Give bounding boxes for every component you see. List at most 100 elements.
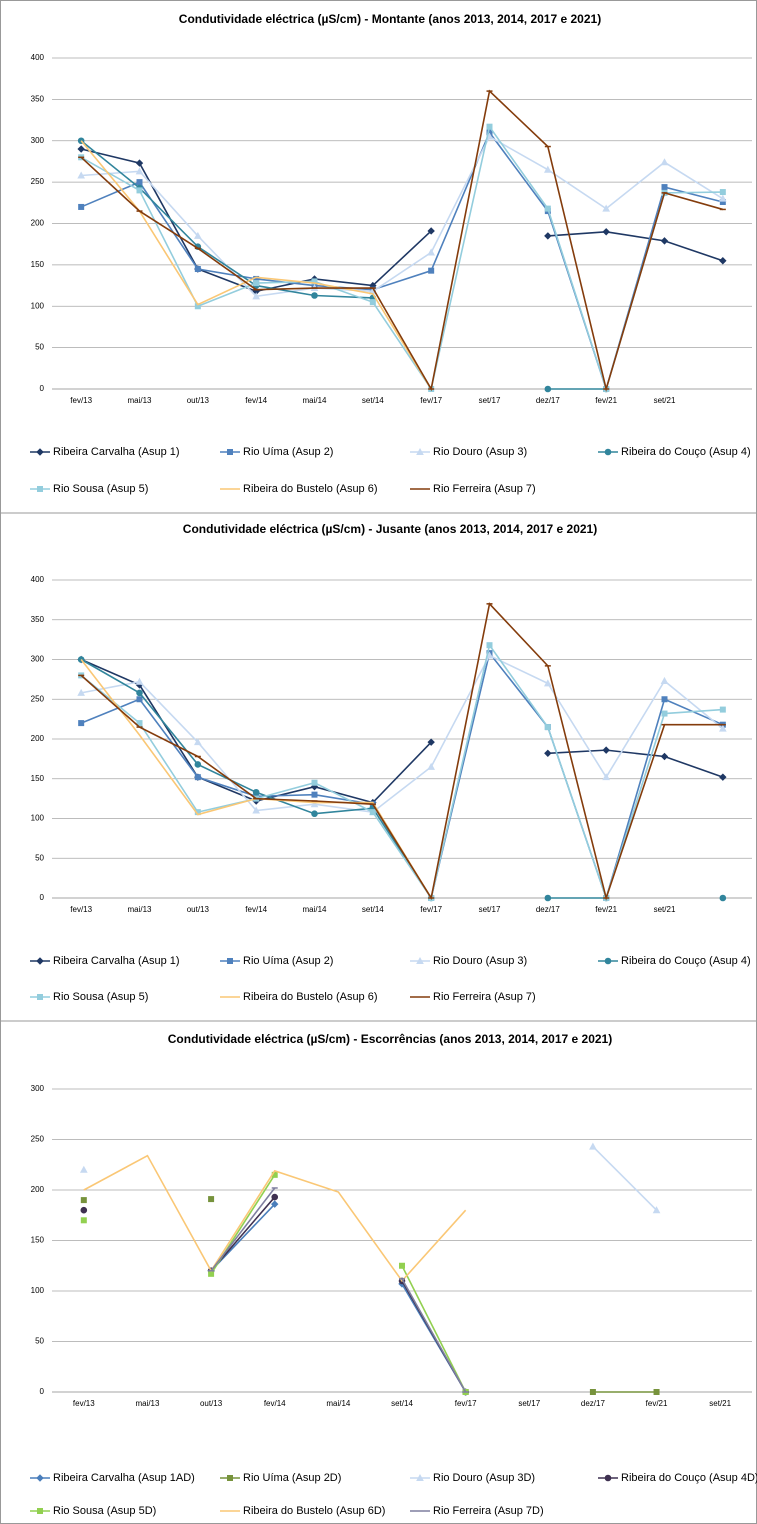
data-point (136, 720, 143, 727)
legend-label: Ribeira do Couço (Asup 4) (621, 955, 751, 967)
y-tick-label: 250 (31, 694, 45, 703)
y-tick-label: 0 (40, 893, 45, 902)
y-tick-label: 150 (31, 260, 45, 269)
data-point (543, 165, 552, 173)
data-point (136, 187, 143, 194)
data-point (718, 194, 727, 202)
data-point (428, 267, 435, 274)
legend-label: Ribeira Carvalha (Asup 1) (53, 446, 180, 458)
data-point (661, 184, 668, 191)
data-point (311, 791, 318, 798)
data-point (136, 179, 143, 186)
x-tick-label: dez/17 (536, 396, 561, 405)
data-point (310, 800, 319, 808)
data-point (135, 677, 144, 685)
data-point (252, 788, 260, 796)
legend-label: Rio Uíma (Asup 2) (243, 446, 333, 458)
x-tick-label: mai/14 (326, 1399, 351, 1408)
x-tick-label: set/14 (391, 1399, 413, 1408)
series-line (592, 1146, 658, 1211)
x-tick-label: fev/17 (420, 396, 442, 405)
data-point (660, 676, 669, 684)
series-line (547, 749, 724, 778)
data-point (544, 724, 551, 731)
y-tick-label: 300 (31, 655, 45, 664)
x-tick-label: set/17 (479, 396, 501, 405)
series-line (80, 89, 724, 393)
x-tick-label: fev/14 (245, 396, 267, 405)
x-tick-label: fev/21 (646, 1399, 668, 1408)
y-tick-label: 200 (31, 219, 45, 228)
series-line (83, 1154, 467, 1283)
y-tick-label: 300 (31, 1084, 45, 1093)
data-point (369, 809, 376, 816)
x-tick-label: set/14 (362, 905, 384, 914)
data-point (135, 159, 144, 167)
data-point (311, 292, 318, 299)
legend-label: Rio Douro (Asup 3) (433, 446, 527, 458)
y-tick-label: 150 (31, 1236, 45, 1245)
x-tick-label: set/21 (654, 396, 676, 405)
data-point (602, 228, 610, 236)
data-point (719, 257, 727, 265)
data-point (602, 773, 611, 781)
legend-label: Rio Sousa (Asup 5) (53, 483, 148, 495)
data-point (79, 1165, 88, 1173)
data-point (602, 204, 611, 212)
series-line (401, 1278, 467, 1393)
data-point (80, 1217, 87, 1224)
x-tick-label: fev/17 (455, 1399, 477, 1408)
x-tick-label: set/21 (709, 1399, 731, 1408)
data-point (77, 688, 86, 696)
data-point (602, 746, 610, 754)
data-point (399, 1262, 405, 1269)
y-tick-label: 200 (31, 734, 45, 743)
x-tick-label: fev/21 (595, 396, 617, 405)
data-point (485, 651, 494, 659)
data-point (194, 266, 201, 273)
x-tick-label: out/13 (187, 396, 210, 405)
data-point (543, 679, 552, 687)
data-point (311, 810, 318, 818)
legend-marker (227, 1475, 233, 1481)
data-point (652, 1206, 661, 1214)
data-point (271, 1200, 279, 1208)
data-point (77, 171, 86, 179)
y-tick-label: 0 (40, 384, 45, 393)
series-line (80, 140, 373, 299)
series-line (401, 1265, 467, 1393)
legend-marker (37, 486, 43, 492)
data-point (78, 203, 85, 210)
x-tick-label: out/13 (200, 1399, 223, 1408)
legend-label: Rio Sousa (Asup 5D) (53, 1505, 156, 1517)
series-line (80, 651, 724, 901)
x-tick-label: mai/14 (302, 396, 327, 405)
data-point (194, 774, 201, 781)
data-point (660, 752, 669, 761)
y-tick-label: 50 (35, 1337, 44, 1346)
x-tick-label: fev/17 (420, 905, 442, 914)
x-tick-label: dez/17 (581, 1399, 606, 1408)
y-tick-label: 250 (31, 177, 45, 186)
data-point (311, 278, 318, 285)
legend-marker (604, 1474, 612, 1482)
data-point (486, 123, 493, 130)
data-point (78, 720, 85, 727)
data-point (252, 806, 261, 814)
x-tick-label: set/17 (518, 1399, 540, 1408)
series-line (80, 602, 723, 901)
x-tick-label: fev/13 (70, 905, 92, 914)
legend-marker (416, 1473, 424, 1481)
data-point (369, 299, 376, 306)
data-point (718, 724, 727, 732)
x-tick-label: fev/14 (245, 905, 267, 914)
legend-label: Rio Ferreira (Asup 7) (433, 483, 536, 495)
data-point (253, 280, 260, 287)
data-point (136, 689, 143, 697)
legend-marker (416, 447, 424, 455)
legend-marker (36, 957, 44, 965)
chart-title: Condutividade eléctrica (µS/cm) - Montan… (179, 12, 601, 26)
data-point (136, 696, 143, 703)
